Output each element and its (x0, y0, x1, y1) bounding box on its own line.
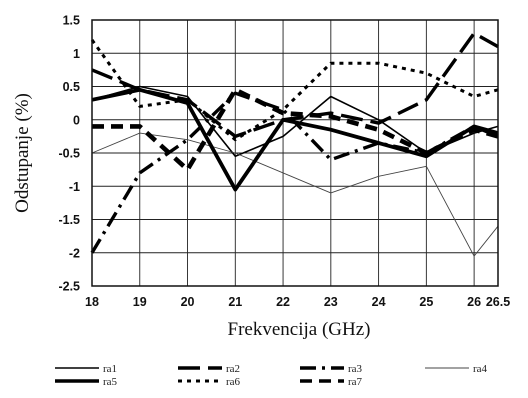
series-line-ra6 (90, 39, 499, 142)
y-axis-label: Odstupanje (%) (12, 93, 33, 213)
legend-label-ra5: ra5 (103, 376, 118, 388)
legend-label-ra3: ra3 (348, 363, 363, 375)
series-line-ra4 (91, 132, 499, 257)
x-tick-label: 18 (85, 295, 99, 309)
series-line-ra7 (92, 87, 499, 172)
y-tick-label: 1 (73, 47, 80, 61)
legend-label-ra7: ra7 (348, 376, 363, 388)
x-tick-label: 26 (467, 295, 481, 309)
x-tick-label: 19 (133, 295, 147, 309)
y-axis-ticks: 1.5 1 0.5 0 -0.5 -1 -1.5 -2 -2.5 (58, 14, 80, 294)
series-lines (90, 31, 499, 257)
y-tick-label: 0.5 (63, 80, 80, 94)
y-tick-label: -2 (69, 246, 80, 260)
x-tick-label: 25 (419, 295, 433, 309)
x-tick-label: 24 (372, 295, 386, 309)
x-tick-label: 26.5 (486, 295, 510, 309)
plot-frame (91, 19, 499, 287)
y-tick-label: -1 (69, 180, 80, 194)
series-line-ra3 (90, 91, 499, 254)
legend-label-ra6: ra6 (226, 376, 241, 388)
x-axis-label: Frekvencija (GHz) (228, 319, 371, 340)
legend-label-ra2: ra2 (226, 363, 240, 375)
x-tick-label: 22 (276, 295, 290, 309)
legend-label-ra4: ra4 (473, 363, 488, 375)
x-tick-label: 23 (324, 295, 338, 309)
series-line-ra5 (91, 87, 499, 192)
legend: ra1 ra2 ra3 ra4 ra5 ra6 ra7 (55, 363, 488, 388)
y-tick-label: 1.5 (63, 14, 80, 28)
x-tick-label: 20 (181, 295, 195, 309)
grid (91, 19, 499, 287)
x-axis-ticks: 18 19 20 21 22 23 24 25 26 26.5 (85, 295, 510, 309)
y-tick-label: 0 (73, 113, 80, 127)
y-tick-label: -2.5 (58, 280, 80, 294)
legend-label-ra1: ra1 (103, 363, 117, 375)
y-tick-label: -1.5 (58, 213, 80, 227)
x-tick-label: 21 (228, 295, 242, 309)
y-tick-label: -0.5 (58, 147, 80, 161)
